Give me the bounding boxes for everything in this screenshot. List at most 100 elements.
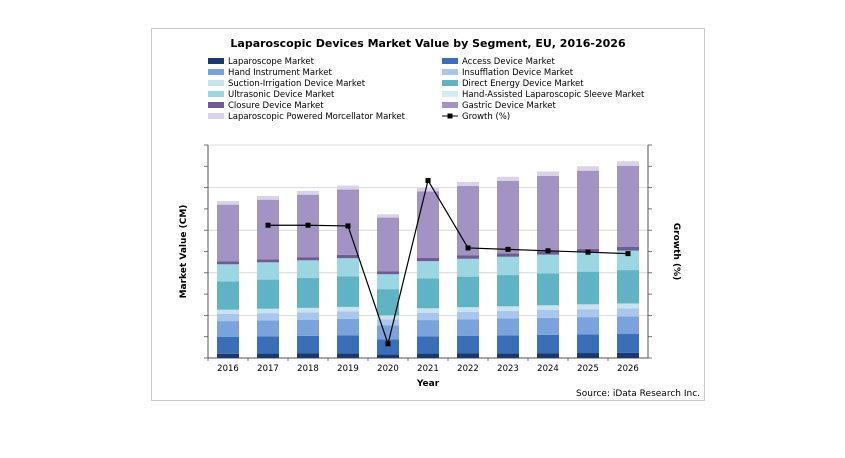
legend-label: Suction-Irrigation Device Market <box>228 79 366 89</box>
bar-segment <box>457 319 479 336</box>
bar-segment <box>337 335 359 354</box>
bar-segment <box>577 353 599 358</box>
legend-label: Laparoscopic Powered Morcellator Market <box>228 112 406 122</box>
chart: Laparoscopic Devices Market Value by Seg… <box>179 37 700 399</box>
bar-segment <box>257 195 279 200</box>
x-tick-label: 2018 <box>297 364 319 374</box>
bar-segment <box>617 308 639 317</box>
bar-segment <box>337 311 359 319</box>
bar-segment <box>217 204 239 262</box>
x-tick-label: 2016 <box>217 364 239 374</box>
x-tick-label: 2022 <box>457 364 479 374</box>
bar-segment <box>417 261 439 279</box>
bar-segment <box>537 317 559 335</box>
bar-segment <box>417 308 439 313</box>
bar-segment <box>377 354 399 358</box>
bar-segment <box>417 312 439 321</box>
x-tick-label: 2026 <box>617 364 639 374</box>
bar-segment <box>217 313 239 322</box>
bar-segment <box>257 262 279 280</box>
legend-label: Ultrasonic Device Market <box>228 90 335 100</box>
bar-segment <box>457 276 479 308</box>
legend-label: Hand-Assisted Laparoscopic Sleeve Market <box>462 90 645 100</box>
x-tick-label: 2025 <box>577 364 599 374</box>
bar-segment <box>257 313 279 321</box>
x-tick-label: 2020 <box>377 364 399 374</box>
bar-segment <box>337 353 359 358</box>
growth-point <box>625 251 631 257</box>
bar-segment <box>377 319 399 326</box>
bar-segment <box>457 185 479 256</box>
bar-segment <box>617 316 639 335</box>
bar-segment <box>457 258 479 277</box>
chart-frame: Laparoscopic Devices Market Value by Seg… <box>151 28 705 401</box>
bar-segment <box>577 334 599 354</box>
growth-point <box>385 341 391 347</box>
bar-segment <box>617 303 639 309</box>
legend-swatch <box>208 58 224 64</box>
bar-segment <box>537 305 559 311</box>
bar-segment <box>577 252 599 272</box>
bar-segment <box>617 270 639 304</box>
x-axis-title: Year <box>416 379 440 389</box>
growth-point <box>345 223 351 229</box>
bar-segment <box>337 258 359 277</box>
y2-axis-title: Growth (%) <box>671 223 681 280</box>
legend-swatch <box>208 91 224 97</box>
bar-segment <box>617 334 639 353</box>
bar-segment <box>217 201 239 205</box>
bar-segment <box>257 320 279 337</box>
legend-label: Direct Energy Device Market <box>462 79 584 89</box>
legend-swatch <box>208 69 224 75</box>
bar-segment <box>537 273 559 306</box>
bar-segment <box>257 279 279 309</box>
growth-point <box>585 249 591 255</box>
bar-segment <box>297 307 319 313</box>
growth-point <box>305 222 311 228</box>
bar-segment <box>497 253 519 257</box>
legend-swatch <box>442 69 458 75</box>
bar-segment <box>217 321 239 337</box>
bar-segment <box>217 261 239 265</box>
chart-title: Laparoscopic Devices Market Value by Seg… <box>230 37 626 50</box>
bar-segment <box>337 185 359 190</box>
bar-segment <box>257 199 279 260</box>
bar-segment <box>497 180 519 254</box>
bar-segment <box>417 320 439 337</box>
bar-segment <box>457 311 479 320</box>
growth-point <box>425 178 431 183</box>
bar-segment <box>497 256 519 276</box>
bar-segment <box>577 170 599 249</box>
bar-segment <box>257 353 279 358</box>
bar-segment <box>377 214 399 218</box>
x-tick-label: 2019 <box>337 364 359 374</box>
bar-segment <box>497 275 519 307</box>
bar-segment <box>297 319 319 336</box>
legend-label: Growth (%) <box>462 112 510 122</box>
bar-segment <box>297 312 319 320</box>
bar-segment <box>457 181 479 186</box>
bar-segment <box>217 309 239 314</box>
bar-segment <box>217 353 239 358</box>
x-tick-label: 2021 <box>417 364 439 374</box>
bar-segment <box>337 276 359 307</box>
bar-segment <box>497 176 519 181</box>
growth-point <box>465 245 471 251</box>
legend-swatch <box>442 102 458 108</box>
legend-label: Gastric Device Market <box>462 101 556 111</box>
bar-segment <box>537 353 559 358</box>
plot-area: 2016 2017 2018 2019 2020 2021 2022 2023 2024 2025… <box>204 144 652 374</box>
bar-segment <box>297 257 319 261</box>
bar-segment <box>537 334 559 354</box>
bar-segment <box>457 335 479 354</box>
legend-label: Laparoscope Market <box>228 57 315 67</box>
bar-segment <box>217 281 239 310</box>
legend-swatch <box>442 91 458 97</box>
bar-segment <box>577 317 599 335</box>
bar-segment <box>217 336 239 354</box>
bar-segment <box>337 254 359 259</box>
bar-segment <box>617 165 639 247</box>
bar-segment <box>537 310 559 318</box>
growth-line <box>268 178 629 346</box>
bar-segment <box>377 274 399 290</box>
